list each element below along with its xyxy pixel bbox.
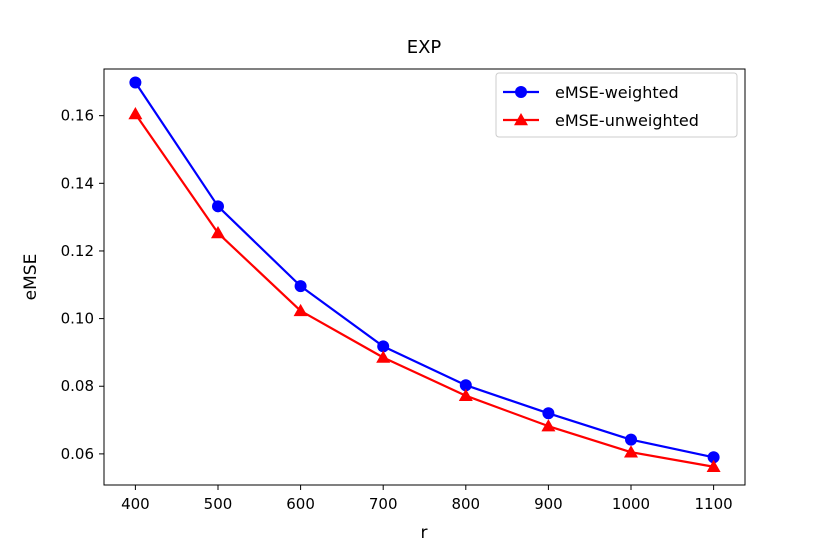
series-line [134,81,714,459]
legend-label: eMSE-weighted [555,83,679,102]
x-tick-label: 500 [204,495,233,513]
series-layer [128,76,721,472]
data-point [624,445,639,458]
legend-label: eMSE-unweighted [555,111,699,130]
chart-title: EXP [407,37,442,58]
y-tick-label: 0.14 [61,174,94,192]
series-eMSE-unweighted [128,106,721,472]
y-axis-ticks: 0.06 0.08 0.10 0.12 0.14 0.16 [61,107,104,463]
y-tick-label: 0.16 [61,107,94,125]
data-point [459,379,472,392]
legend-entry: eMSE-weighted [503,83,679,102]
x-tick-label: 700 [369,495,398,513]
series-eMSE-weighted [129,76,720,464]
y-tick-label: 0.08 [61,377,94,395]
data-point [706,459,721,472]
data-point [129,76,142,89]
x-tick-label: 800 [451,495,480,513]
data-point [376,350,391,363]
y-axis-label: eMSE [21,254,41,301]
x-axis-label: r [421,523,428,543]
data-point [458,388,473,401]
x-tick-label: 400 [121,495,150,513]
legend-marker [515,86,527,98]
data-point [128,106,143,120]
data-point [211,200,224,213]
x-tick-label: 1000 [612,495,650,513]
x-tick-label: 900 [534,495,563,513]
x-tick-label: 1100 [695,495,733,513]
legend-marker [514,113,528,126]
series-line [134,113,714,468]
legend-entry: eMSE-unweighted [503,111,699,130]
legend-box [495,72,738,138]
data-point [541,419,556,432]
plot-area [103,68,746,486]
data-point [625,433,638,446]
data-point [707,451,720,464]
y-tick-label: 0.06 [61,445,94,463]
y-tick-label: 0.10 [61,310,94,328]
data-point [542,407,555,420]
legend: eMSE-weighted eMSE-unweighted [495,72,738,138]
y-tick-label: 0.12 [61,242,94,260]
data-point [293,303,308,317]
data-point [294,280,307,293]
data-point [210,226,225,239]
x-axis-ticks: 400 500 600 700 800 900 1000 1100 [121,485,733,513]
data-point [377,340,390,353]
x-tick-label: 600 [286,495,315,513]
